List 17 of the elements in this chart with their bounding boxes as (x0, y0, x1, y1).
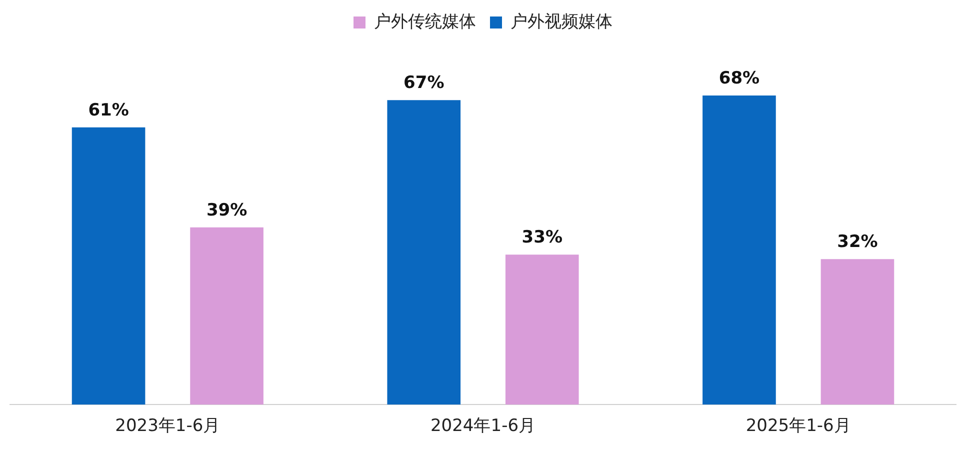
bar (190, 227, 264, 405)
bar (702, 96, 776, 405)
x-tick-label: 2024年1-6月 (430, 416, 536, 436)
data-label: 32% (837, 232, 878, 252)
bar (387, 100, 461, 405)
data-label: 67% (404, 73, 444, 94)
data-label: 61% (88, 100, 129, 120)
bar (505, 254, 579, 405)
x-tick-label: 2023年1-6月 (115, 416, 220, 436)
bar (72, 127, 146, 405)
legend-label: 户外视频媒体 (510, 12, 612, 32)
data-label: 39% (206, 200, 248, 220)
data-label: 68% (718, 68, 760, 88)
x-tick-label: 2025年1-6月 (746, 416, 851, 436)
bar (820, 259, 894, 405)
legend-label: 户外传统媒体 (374, 12, 476, 32)
data-label: 33% (522, 228, 562, 248)
